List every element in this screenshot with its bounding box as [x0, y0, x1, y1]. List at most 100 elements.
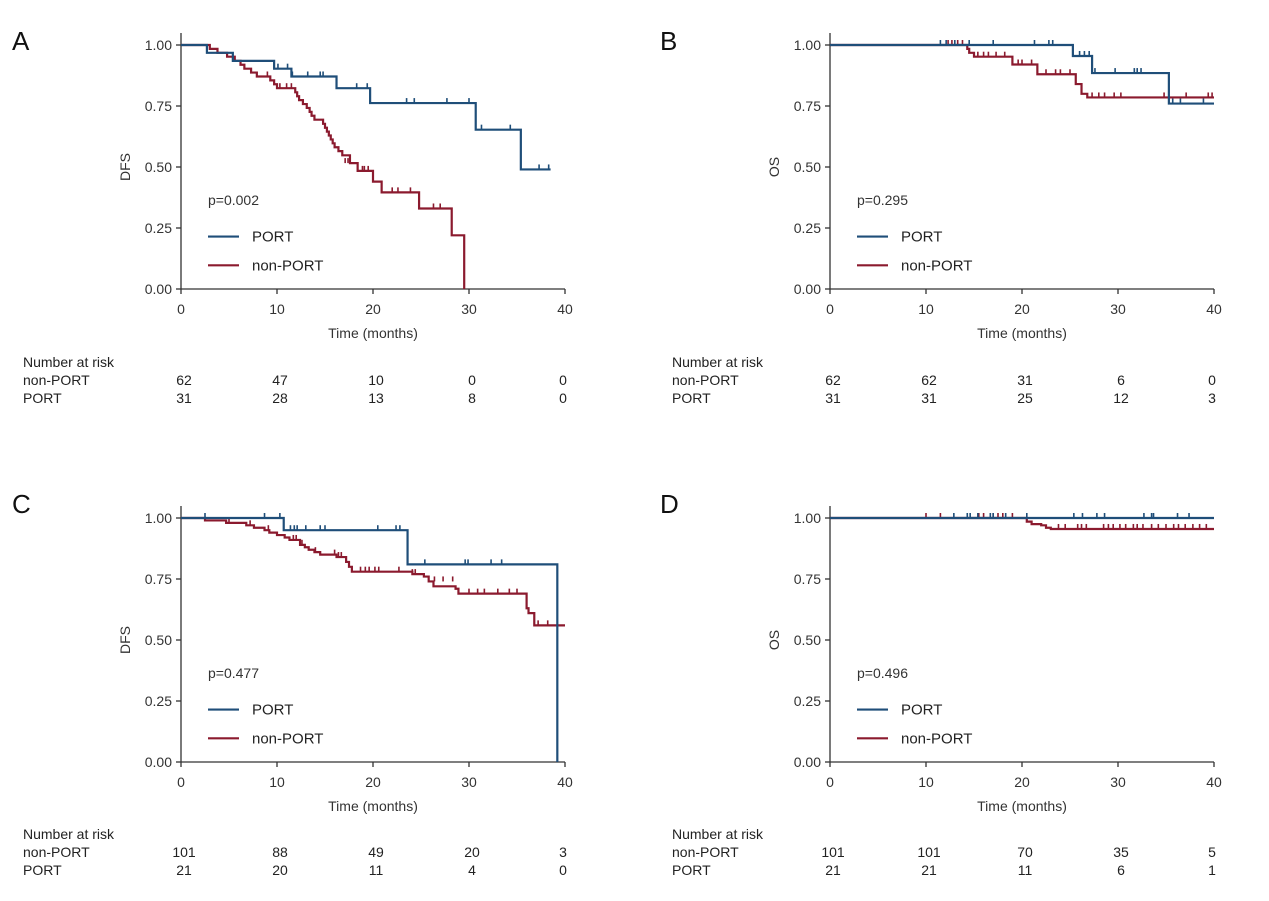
risk-row-label: PORT	[672, 862, 711, 878]
y-tick-label: 0.00	[145, 754, 172, 770]
x-tick-label: 40	[1206, 774, 1222, 790]
x-tick-label: 40	[1206, 301, 1222, 317]
y-tick-label: 0.50	[794, 159, 821, 175]
risk-table: Number at risk non-PORT 62 47 10 0 0 PORT 31 28 13…	[23, 354, 567, 406]
legend-label: PORT	[252, 702, 293, 719]
x-tick-label: 30	[1110, 301, 1126, 317]
y-axis-title: OS	[766, 630, 782, 650]
y-tick-label: 1.00	[145, 510, 172, 526]
risk-count: 31	[921, 390, 937, 406]
risk-table-heading: Number at risk	[23, 826, 115, 842]
panel-letter: B	[660, 26, 677, 56]
risk-row-label: non-PORT	[672, 844, 739, 860]
risk-count: 13	[368, 390, 384, 406]
x-axis-title: Time (months)	[977, 798, 1067, 814]
risk-count: 3	[1208, 390, 1216, 406]
p-value: p=0.295	[857, 192, 908, 208]
x-tick-label: 20	[1014, 301, 1030, 317]
risk-count: 25	[1017, 390, 1033, 406]
x-tick-label: 20	[1014, 774, 1030, 790]
risk-count: 28	[272, 390, 288, 406]
y-tick-label: 0.50	[794, 632, 821, 648]
risk-count: 6	[1117, 862, 1125, 878]
x-tick-label: 10	[269, 774, 285, 790]
x-axis-title: Time (months)	[977, 325, 1067, 341]
x-tick-label: 20	[365, 301, 381, 317]
panel-letter: C	[12, 489, 31, 519]
risk-count: 0	[559, 862, 567, 878]
y-tick-label: 1.00	[794, 510, 821, 526]
risk-table-heading: Number at risk	[672, 826, 764, 842]
km-curve-non-port	[830, 516, 1214, 531]
y-tick-label: 0.00	[794, 754, 821, 770]
legend-label: non-PORT	[252, 257, 323, 274]
risk-count: 3	[559, 844, 567, 860]
y-tick-label: 1.00	[145, 37, 172, 53]
x-tick-label: 40	[557, 301, 573, 317]
risk-count: 5	[1208, 844, 1216, 860]
legend-label: PORT	[252, 229, 293, 246]
y-tick-label: 0.00	[145, 281, 172, 297]
y-tick-label: 0.25	[145, 220, 172, 236]
x-tick-label: 0	[177, 774, 185, 790]
risk-count: 101	[821, 844, 845, 860]
p-value: p=0.477	[208, 665, 259, 681]
km-curve-non-port	[181, 516, 565, 627]
y-tick-label: 0.25	[794, 693, 821, 709]
risk-row-label: non-PORT	[672, 372, 739, 388]
legend-label: non-PORT	[252, 730, 323, 747]
y-tick-label: 0.75	[145, 98, 172, 114]
risk-count: 62	[176, 372, 192, 388]
risk-row-label: non-PORT	[23, 372, 90, 388]
y-tick-label: 0.25	[794, 220, 821, 236]
risk-table: Number at risk non-PORT 101 88 49 20 3 PORT 21 20…	[23, 826, 567, 878]
risk-count: 1	[1208, 862, 1216, 878]
risk-count: 10	[368, 372, 384, 388]
y-tick-label: 1.00	[794, 37, 821, 53]
x-tick-label: 20	[365, 774, 381, 790]
x-tick-label: 10	[269, 301, 285, 317]
risk-count: 6	[1117, 372, 1125, 388]
x-axis-title: Time (months)	[328, 798, 418, 814]
p-value: p=0.002	[208, 192, 259, 208]
risk-count: 101	[917, 844, 941, 860]
risk-count: 0	[559, 372, 567, 388]
y-tick-label: 0.50	[145, 159, 172, 175]
risk-count: 20	[464, 844, 480, 860]
risk-count: 62	[825, 372, 841, 388]
y-tick-label: 0.75	[145, 571, 172, 587]
risk-count: 62	[921, 372, 937, 388]
km-curve-non-port	[830, 43, 1214, 99]
y-axis-title: DFS	[117, 153, 133, 181]
risk-row-label: PORT	[23, 390, 62, 406]
x-tick-label: 0	[826, 301, 834, 317]
risk-count: 11	[1018, 862, 1033, 878]
km-curve-port	[830, 43, 1214, 105]
panel-d: D 0.00 0.25 0.50 0.75 1.00 0 10 20 30 40 Time (mont…	[660, 489, 1222, 878]
y-axis-title: OS	[766, 157, 782, 177]
risk-count: 88	[272, 844, 288, 860]
risk-count: 11	[369, 862, 384, 878]
risk-count: 47	[272, 372, 288, 388]
y-tick-label: 0.00	[794, 281, 821, 297]
x-tick-label: 10	[918, 301, 934, 317]
risk-count: 31	[1017, 372, 1033, 388]
x-tick-label: 0	[826, 774, 834, 790]
risk-count: 20	[272, 862, 288, 878]
risk-count: 8	[468, 390, 476, 406]
legend-label: non-PORT	[901, 730, 972, 747]
panel-letter: A	[12, 26, 30, 56]
legend-label: PORT	[901, 229, 942, 246]
y-tick-label: 0.50	[145, 632, 172, 648]
risk-count: 21	[921, 862, 937, 878]
risk-count: 31	[176, 390, 192, 406]
risk-count: 4	[468, 862, 476, 878]
x-tick-label: 30	[1110, 774, 1126, 790]
risk-count: 21	[176, 862, 192, 878]
legend-label: PORT	[901, 702, 942, 719]
risk-count: 35	[1113, 844, 1129, 860]
risk-count: 49	[368, 844, 384, 860]
km-curve-port	[181, 43, 551, 171]
